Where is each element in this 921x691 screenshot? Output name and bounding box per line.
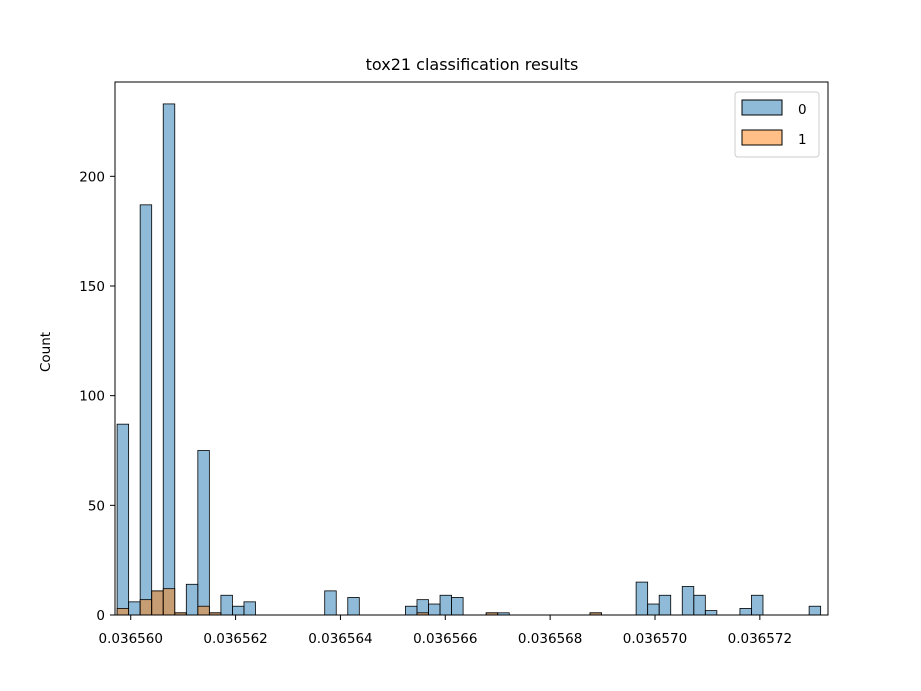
bar-series-1-bin-3 [162,588,176,616]
legend-swatch-1 [741,129,783,146]
x-tick-label: 0.036562 [203,631,267,647]
bar-series-0-bin-22 [635,581,649,616]
bar-series-0-bin-23 [647,603,660,616]
legend-label-1: 1 [798,132,807,148]
bar-series-0-bin-6 [185,583,199,616]
y-tick-label: 100 [79,389,105,405]
bar-series-0-bin-24 [658,594,672,616]
bar-series-0-bin-17 [439,594,452,616]
y-tick-label: 200 [79,169,105,185]
bar-series-0-bin-18 [451,597,464,616]
y-tick-label: 0 [96,608,105,624]
bar-series-1-bin-5 [197,605,210,616]
legend: 0 1 [734,91,820,158]
y-tick-label: 50 [88,498,105,514]
x-tick-label: 0.036572 [728,631,792,647]
y-tick-label: 150 [79,279,105,295]
bar-series-0-bin-16 [428,603,441,616]
bar-series-0-bin-30 [808,605,822,616]
bar-series-0-bin-11 [243,601,256,616]
bar-series-0-bin-7 [197,450,210,616]
bar-series-0-bin-2 [139,204,153,616]
bar-series-0-bin-10 [232,605,245,616]
series-1-bars [116,588,602,616]
x-tick-label: 0.036564 [308,631,372,647]
x-axis-ticks: 0.036560 0.036562 0.036564 0.036566 0.036568… [99,615,792,647]
bar-series-0-bin-1 [128,601,141,616]
legend-swatch-0 [741,99,783,116]
x-tick-label: 0.036570 [623,631,687,647]
bar-series-0-bin-13 [347,597,360,616]
bar-series-1-bin-1 [139,599,153,616]
bar-series-0-bin-14 [405,605,418,616]
bar-series-1-bin-0 [116,608,130,616]
y-axis-label: Count [38,332,54,372]
bar-series-0-bin-0 [116,423,130,616]
bar-series-0-bin-25 [681,586,695,616]
bar-series-0-bin-26 [693,594,706,616]
bar-series-0-bin-4 [162,103,176,616]
bar-series-0-bin-29 [751,594,764,616]
bar-series-1-bin-2 [151,590,164,616]
plot-frame [114,81,829,616]
x-tick-label: 0.036568 [518,631,582,647]
x-tick-label: 0.036566 [413,631,477,647]
bar-series-0-bin-12 [324,590,337,616]
y-axis-ticks: 0 50 100 150 200 [79,169,115,624]
chart-title: tox21 classification results [366,55,579,74]
bar-series-0-bin-9 [220,594,233,616]
x-tick-label: 0.036560 [99,631,163,647]
legend-label-0: 0 [798,102,807,118]
bar-series-0-bin-27 [704,610,718,616]
bar-series-0-bin-28 [739,608,752,616]
